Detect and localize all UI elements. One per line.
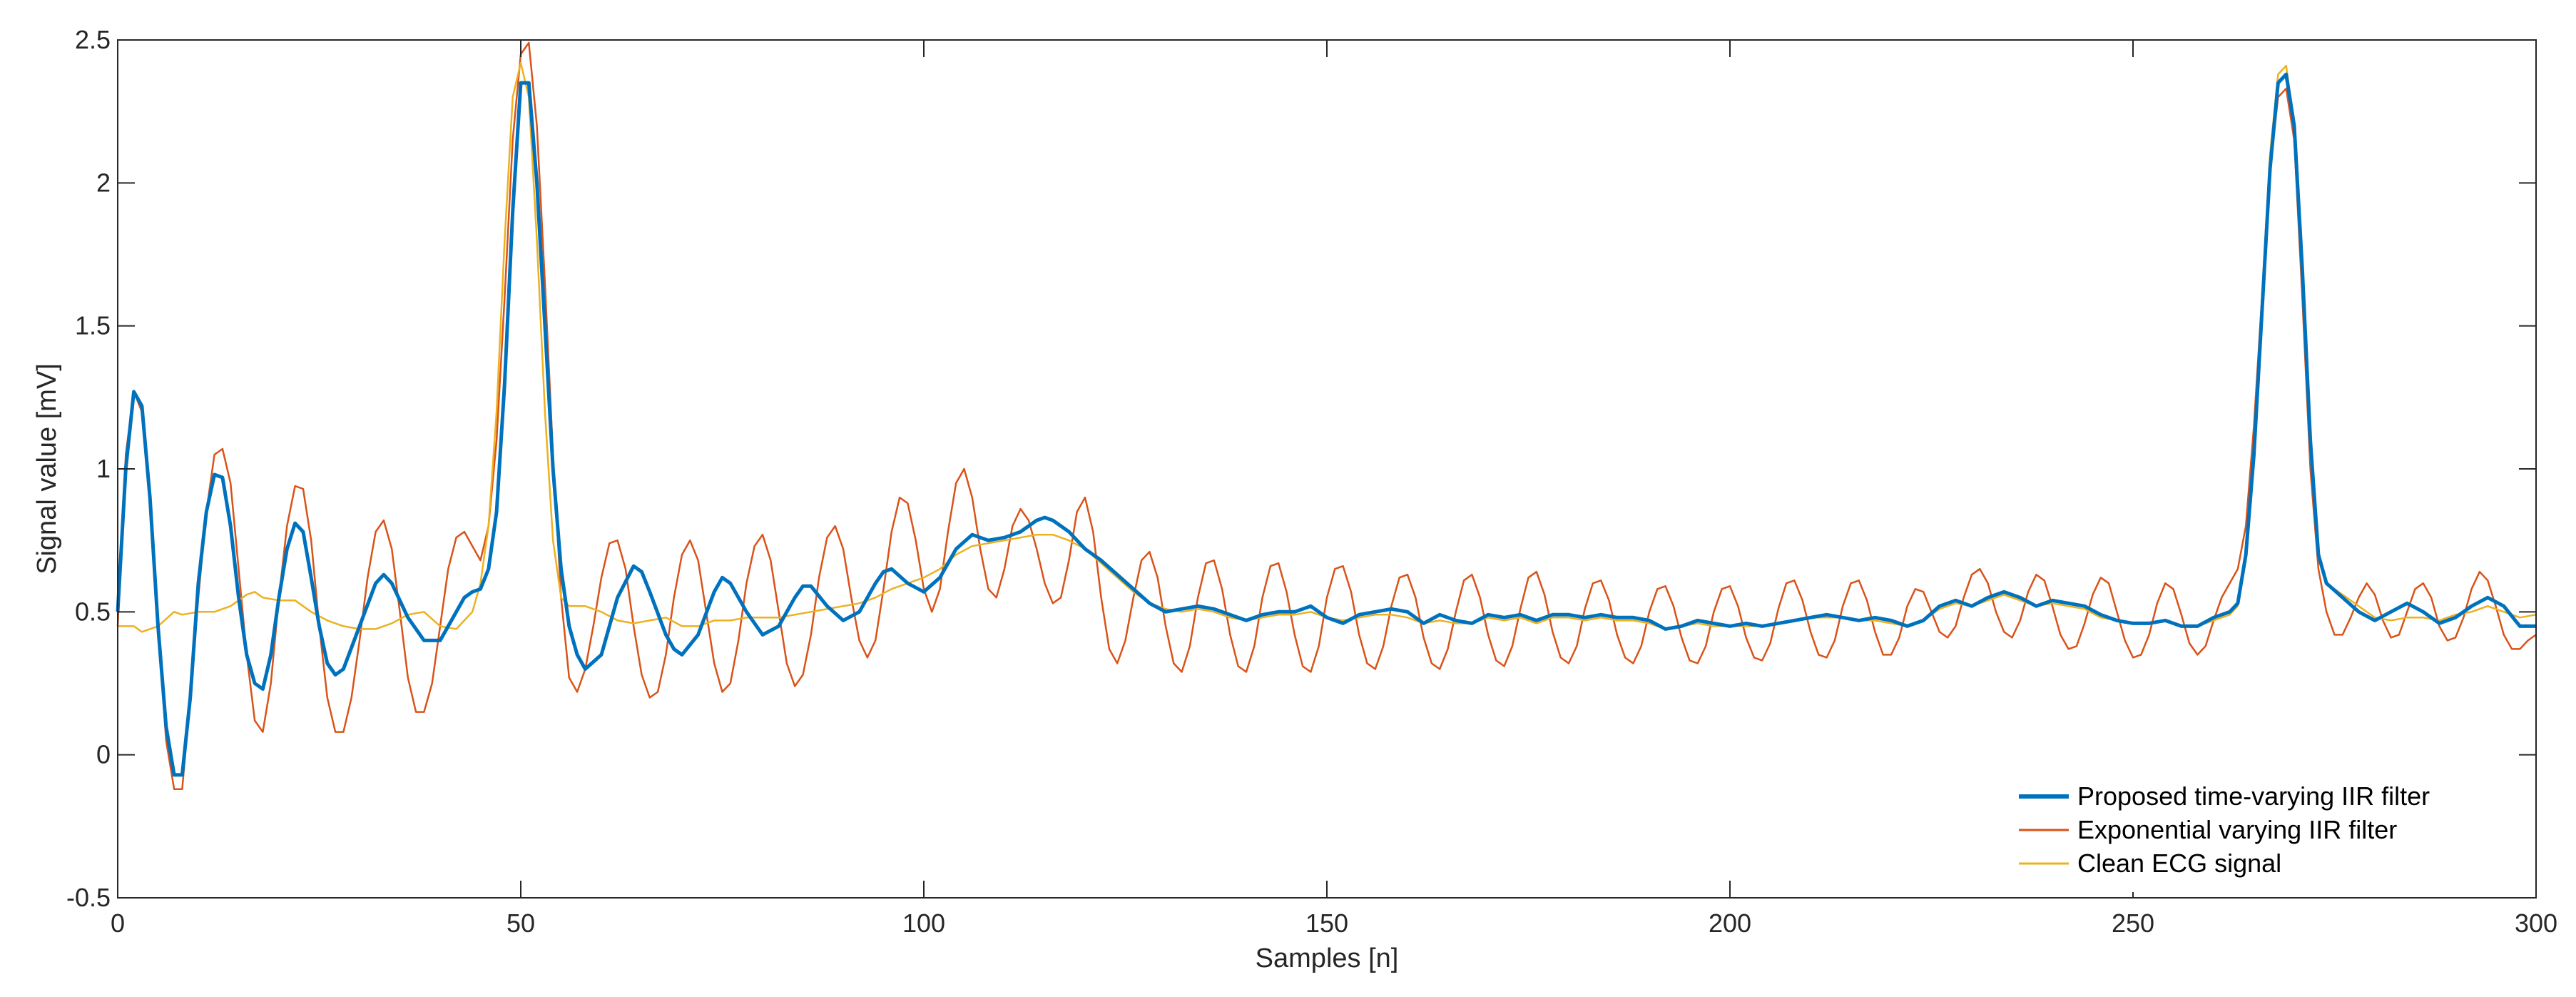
x-tick-label: 300 xyxy=(2515,909,2557,938)
y-axis-label: Signal value [mV] xyxy=(32,363,62,575)
legend-label-clean: Clean ECG signal xyxy=(2077,849,2281,878)
y-tick-label: 1 xyxy=(96,454,111,483)
x-tick-label: 150 xyxy=(1305,909,1348,938)
y-tick-label: 0 xyxy=(96,740,111,769)
legend-label-proposed: Proposed time-varying IIR filter xyxy=(2077,781,2430,811)
legend-box xyxy=(2008,771,2522,892)
y-tick-labels: -0.5 0 0.5 1 1.5 2 2.5 xyxy=(66,25,111,912)
x-tick-label: 0 xyxy=(111,909,125,938)
x-tick-labels: 0 50 100 150 200 250 300 xyxy=(111,909,2557,938)
y-tick-label: 0.5 xyxy=(75,597,111,626)
x-tick-label: 200 xyxy=(1709,909,1751,938)
plot-frame xyxy=(117,39,2537,899)
legend-label-exponential: Exponential varying IIR filter xyxy=(2077,815,2397,844)
legend: Proposed time-varying IIR filter Exponen… xyxy=(2008,771,2522,892)
plot-area xyxy=(118,40,2536,898)
y-tick-label: -0.5 xyxy=(66,883,111,912)
x-tick-label: 100 xyxy=(902,909,945,938)
y-tick-label: 1.5 xyxy=(75,311,111,340)
x-tick-label: 250 xyxy=(2112,909,2154,938)
x-tick-label: 50 xyxy=(506,909,535,938)
x-axis-label: Samples [n] xyxy=(1256,943,1399,973)
y-tick-label: 2 xyxy=(96,168,111,197)
series-line-proposed xyxy=(116,72,2536,777)
y-tick-label: 2.5 xyxy=(75,25,111,54)
